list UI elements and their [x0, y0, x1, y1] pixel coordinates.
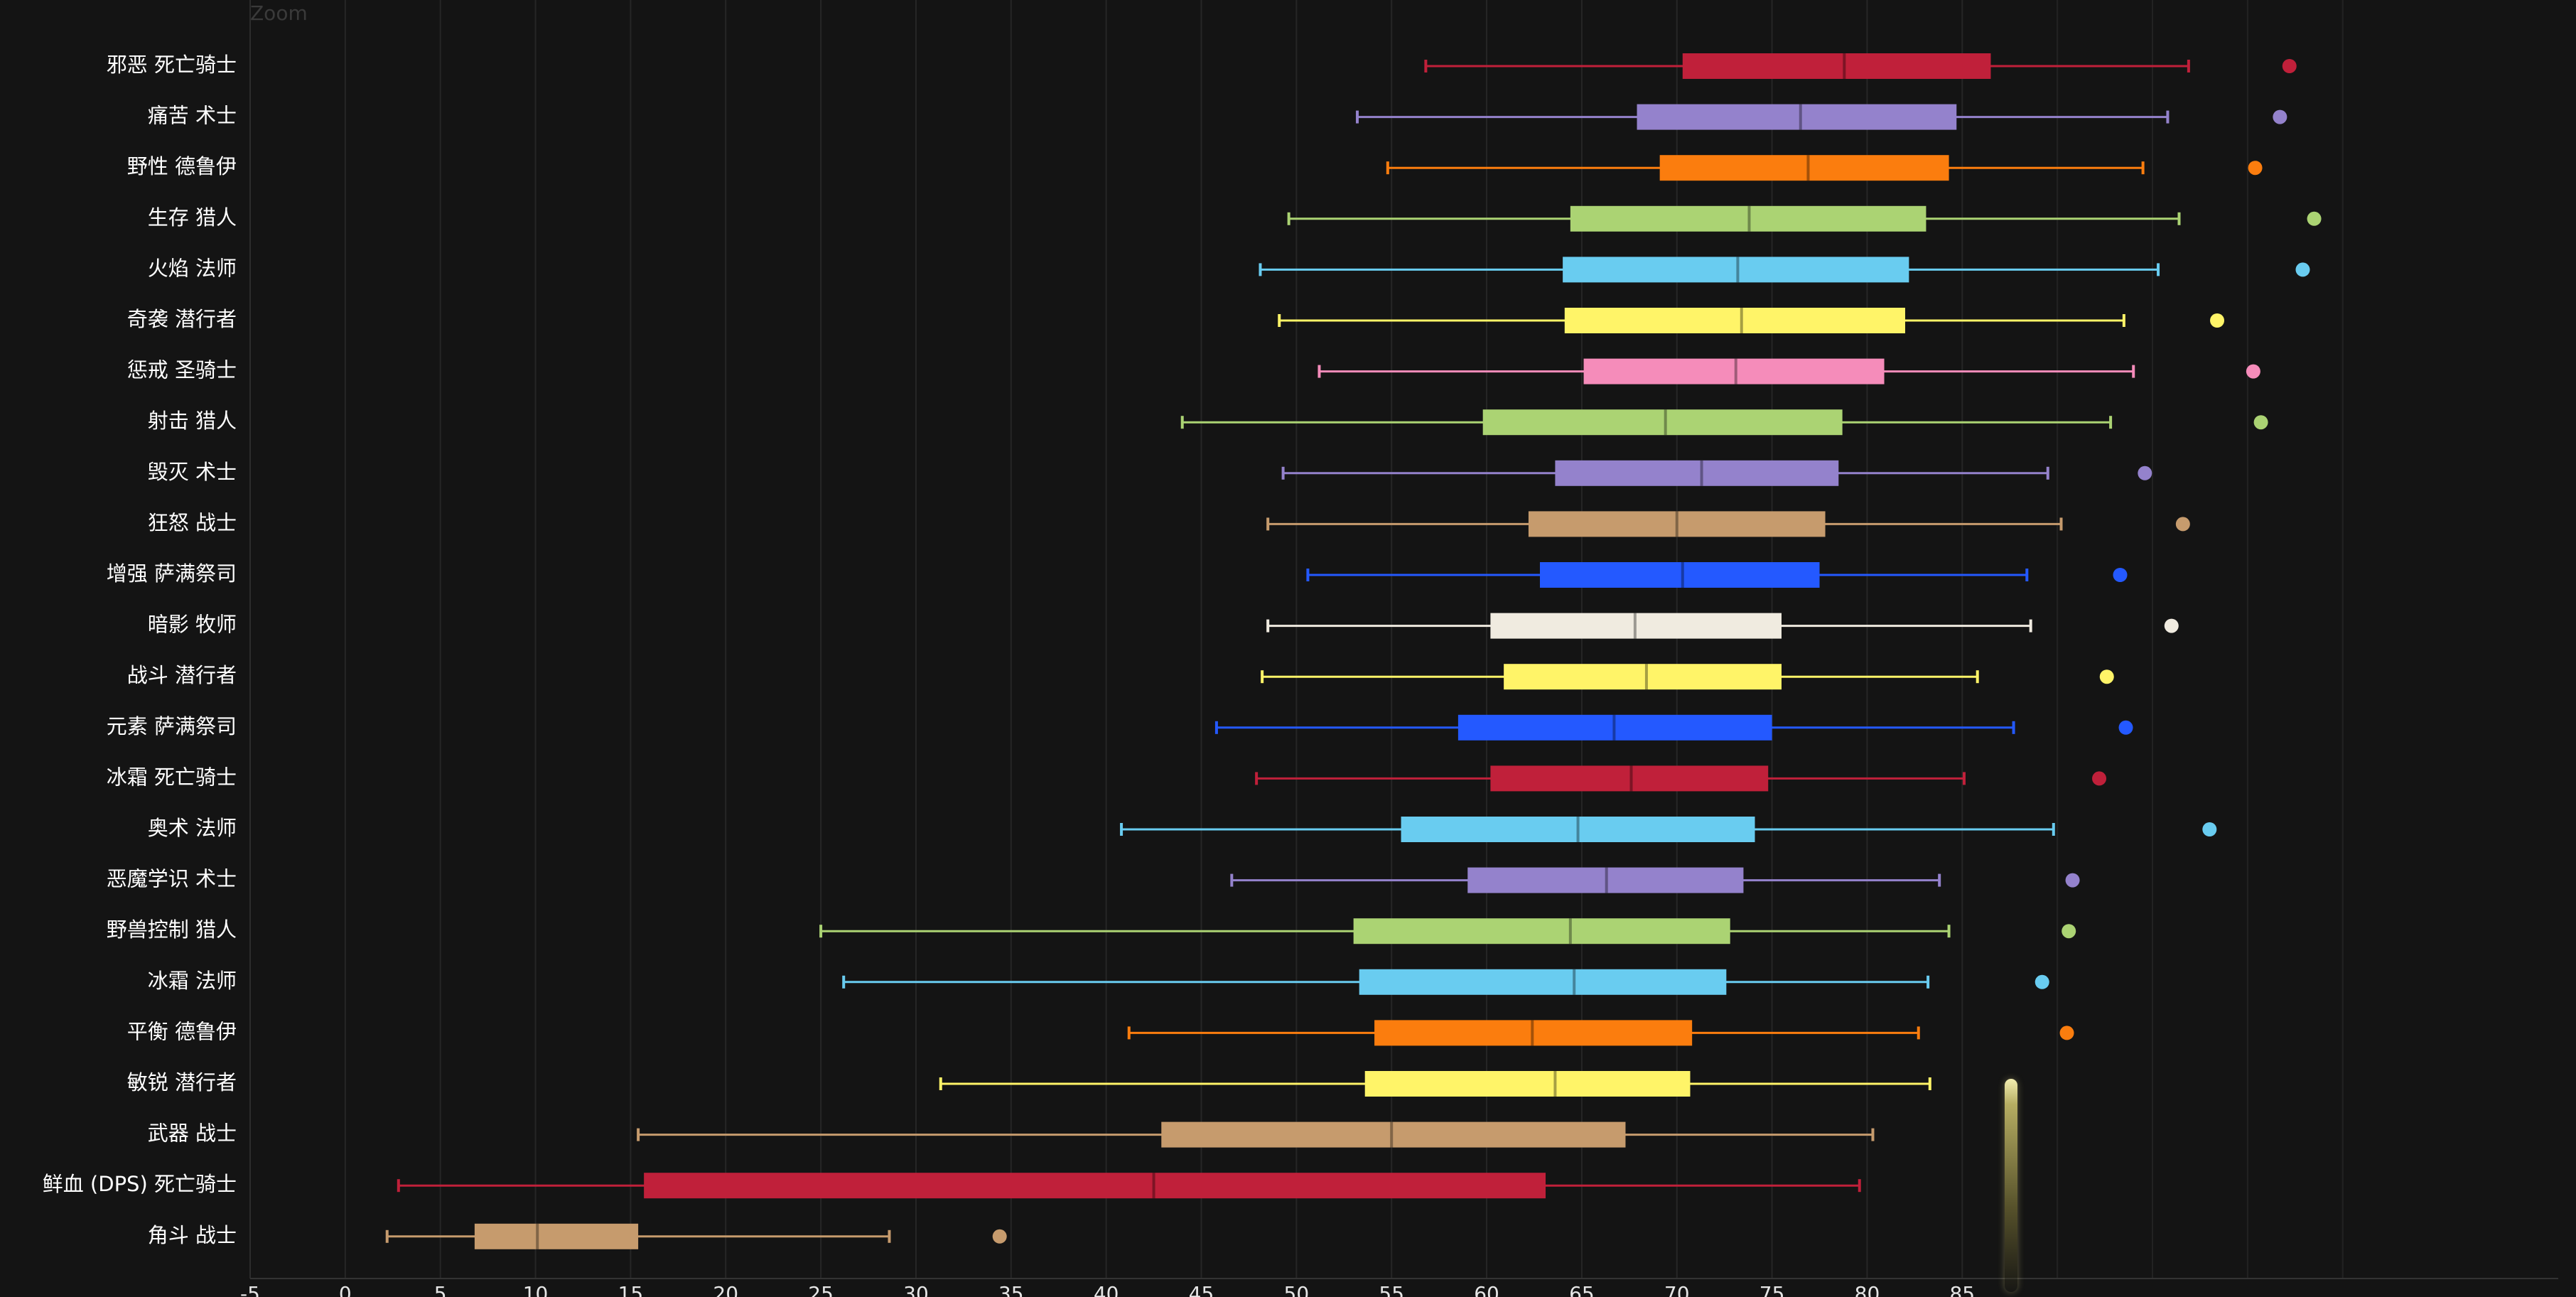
x-tick-label: 55: [1379, 1282, 1404, 1297]
category-label: 敏锐 潜行者: [127, 1070, 237, 1094]
box: [474, 1223, 639, 1249]
outlier-point: [2099, 669, 2114, 684]
box: [1583, 358, 1885, 384]
category-label: 冰霜 死亡骑士: [107, 765, 237, 789]
box: [1563, 257, 1909, 283]
outlier-point: [2062, 924, 2076, 939]
category-label: 平衡 德鲁伊: [127, 1019, 237, 1043]
scroll-handle[interactable]: [2005, 1079, 2017, 1292]
category-label: 毁灭 术士: [148, 460, 237, 484]
category-label: 增强 萨满祭司: [107, 561, 237, 586]
category-label: 元素 萨满祭司: [107, 714, 237, 738]
outlier-point: [2113, 568, 2128, 582]
outlier-point: [2202, 822, 2217, 836]
x-tick-label: 65: [1569, 1282, 1595, 1297]
outlier-point: [2059, 1026, 2074, 1040]
x-tick-label: 50: [1284, 1282, 1310, 1297]
outlier-point: [2210, 313, 2225, 328]
x-tick-label: 35: [998, 1282, 1024, 1297]
outlier-point: [2253, 415, 2268, 430]
outlier-point: [2118, 720, 2133, 735]
category-label: 战斗 潜行者: [127, 663, 237, 687]
category-label: 恶魔学识 术士: [107, 867, 237, 891]
box: [1353, 918, 1730, 945]
box: [1374, 1020, 1693, 1046]
x-tick-label: 25: [808, 1282, 834, 1297]
x-tick-label: 85: [1949, 1282, 1975, 1297]
box: [1564, 308, 1905, 333]
x-tick-label: 80: [1855, 1282, 1880, 1297]
box: [1161, 1121, 1626, 1148]
box: [1682, 53, 1991, 79]
x-tick-label: 0: [339, 1282, 352, 1297]
outlier-point: [2273, 109, 2287, 124]
outlier-point: [2248, 161, 2263, 176]
x-tick-label: 60: [1474, 1282, 1499, 1297]
box: [1637, 104, 1957, 130]
category-label: 鲜血 (DPS) 死亡骑士: [43, 1172, 237, 1196]
box: [1364, 1071, 1691, 1097]
zoom-label[interactable]: Zoom: [250, 1, 308, 25]
box: [1659, 155, 1949, 181]
category-label: 邪恶 死亡骑士: [107, 53, 237, 77]
category-label: 野兽控制 猎人: [107, 917, 237, 942]
category-label: 野性 德鲁伊: [127, 154, 237, 178]
category-label: 痛苦 术士: [148, 104, 237, 128]
x-tick-label: 30: [903, 1282, 929, 1297]
outlier-point: [2164, 618, 2179, 633]
box: [1401, 817, 1755, 842]
outlier-point: [2282, 59, 2297, 73]
x-tick-label: 10: [523, 1282, 549, 1297]
box: [1504, 664, 1782, 690]
x-tick-label: 5: [434, 1282, 447, 1297]
box: [644, 1173, 1546, 1199]
outlier-point: [2246, 364, 2260, 379]
box: [1359, 969, 1727, 995]
outlier-point: [2092, 771, 2107, 786]
outlier-point: [992, 1229, 1007, 1244]
x-tick-label: 40: [1094, 1282, 1119, 1297]
category-label: 冰霜 法师: [148, 969, 237, 993]
category-label: 射击 猎人: [148, 409, 237, 433]
outlier-point: [2035, 974, 2049, 989]
box: [1540, 562, 1820, 588]
category-label: 奥术 法师: [148, 816, 237, 840]
x-tick-label: 45: [1189, 1282, 1214, 1297]
outlier-point: [2295, 262, 2310, 277]
x-tick-label: 70: [1664, 1282, 1690, 1297]
box: [1482, 409, 1843, 436]
category-label: 狂怒 战士: [148, 510, 237, 534]
category-label: 武器 战士: [148, 1121, 237, 1146]
category-label: 生存 猎人: [148, 205, 237, 230]
category-label: 角斗 战士: [148, 1223, 237, 1247]
x-tick-label: -5: [240, 1282, 260, 1297]
outlier-point: [2065, 873, 2080, 888]
outlier-point: [2175, 517, 2190, 532]
category-label: 暗影 牧师: [148, 613, 237, 637]
box: [1457, 714, 1772, 741]
box: [1528, 511, 1826, 537]
category-label: 火焰 法师: [148, 256, 237, 280]
box: [1467, 867, 1744, 893]
category-label: 奇袭 潜行者: [127, 307, 237, 331]
outlier-point: [2307, 211, 2322, 226]
box: [1490, 765, 1769, 792]
outlier-point: [2138, 465, 2152, 480]
box: [1490, 613, 1782, 639]
box: [1570, 205, 1926, 232]
category-label: 惩戒 圣骑士: [127, 358, 237, 382]
box: [1555, 460, 1839, 486]
x-tick-label: 75: [1759, 1282, 1785, 1297]
x-tick-label: 20: [713, 1282, 738, 1297]
x-tick-label: 15: [618, 1282, 644, 1297]
